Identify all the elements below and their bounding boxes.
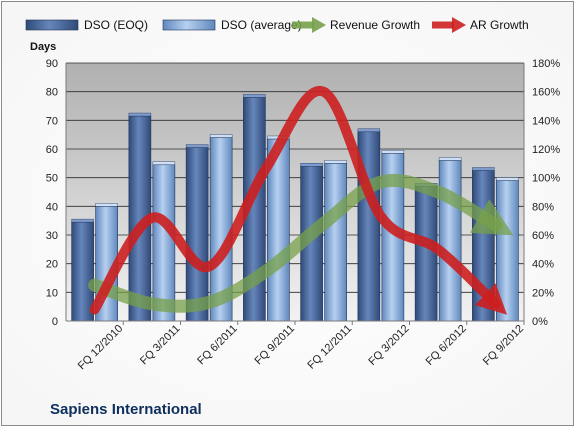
y-tick-label: 40 [46,201,58,213]
y-tick-label: 80 [46,87,58,99]
growth-lines [88,86,514,315]
bar-cap-dso-eoq [71,218,94,223]
legend-label: Revenue Growth [330,18,420,32]
bar-cap-dso-eoq [472,167,495,171]
bar-cap-dso-average [324,160,347,164]
legend-swatch-dso-average [162,19,216,31]
y-tick-label: 20 [46,259,58,271]
y2-tick-label: 80% [532,201,554,213]
bar-cap-dso-eoq [128,112,152,117]
company-name: Sapiens International [50,401,202,418]
y2-tick-label: 100% [532,173,560,185]
y2-tick-label: 160% [532,87,560,99]
y-tick-label: 70 [46,115,58,127]
bar-cap-dso-average [152,161,176,165]
legend-arrow-head [312,17,326,33]
y-tick-label: 90 [46,58,58,70]
y-tick-label: 10 [46,287,58,299]
legend-swatch-dso-eoq [25,19,79,31]
y2-tick-label: 120% [532,144,560,156]
y-tick-label: 50 [46,173,58,185]
legend-arrow-head [452,17,466,33]
y-axis-unit-label: Days [30,41,56,53]
y2-tick-label: 40% [532,259,554,271]
bar-cap-dso-eoq [185,144,209,148]
bar-cap-dso-average [209,134,233,138]
bar-cap-dso-average [95,203,118,207]
legend: DSO (EOQ) DSO (average) Revenue Growth AR G… [25,17,529,33]
y2-tick-label: 20% [532,287,554,299]
bar-dso-average [152,164,176,322]
bar-cap-dso-eoq [243,94,266,98]
y2-tick-label: 0% [532,316,548,328]
legend-label: DSO (average) [221,18,302,32]
ar-growth-line [89,86,508,315]
bar-cap-dso-average [381,150,405,154]
bar-dso-eoq [71,221,94,322]
bar-cap-dso-average [496,177,519,181]
y-tick-label: 0 [52,316,58,328]
bar-dso-average [324,163,347,322]
y2-tick-label: 60% [532,230,554,242]
legend-label: AR Growth [470,18,529,32]
bar-dso-eoq [414,185,438,322]
y2-tick-label: 180% [532,58,560,70]
y2-axis-ticks: 0% 20% 40% 60% 80% 100% 120% 140% 160% 180% [532,58,560,328]
revenue-growth-line [88,173,514,313]
bar-cap-dso-eoq [357,128,381,133]
bar-cap-dso-eoq [300,162,323,167]
y-axis-ticks: 0 10 20 30 40 50 60 70 80 90 [46,58,58,328]
y2-tick-label: 140% [532,115,560,127]
bar-dso-average [438,160,462,322]
bar-dso-average [496,180,519,322]
y-tick-label: 60 [46,144,58,156]
y-tick-label: 30 [46,230,58,242]
legend-label: DSO (EOQ) [84,18,148,32]
bar-dso-eoq [185,147,209,322]
bar-cap-dso-average [438,157,462,161]
